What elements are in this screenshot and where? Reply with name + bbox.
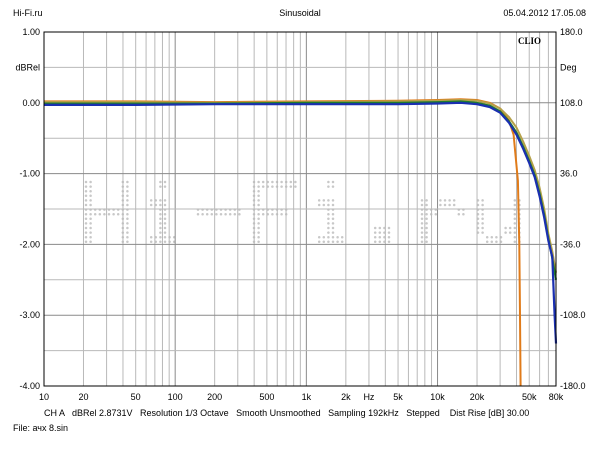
x-tick-label: 500 (259, 392, 274, 402)
y2-tick-label: -36.0 (560, 239, 581, 249)
x-tick-label: Hz (363, 392, 374, 402)
timestamp: 05.04.2012 17.05.08 (503, 8, 586, 18)
x-tick-label: 80k (549, 392, 564, 402)
x-tick-label: 5k (393, 392, 403, 402)
x-tick-label: 2k (341, 392, 351, 402)
y2-tick-label: 36.0 (560, 169, 578, 179)
x-tick-label: 200 (207, 392, 222, 402)
x-tick-label: 50 (131, 392, 141, 402)
x-tick-label: 100 (168, 392, 183, 402)
brand-logo: CLIO (518, 36, 541, 46)
y2-tick-label: -180.0 (560, 381, 586, 391)
chart-title: Sinusoidal (279, 8, 321, 18)
y-axis-label: dBRel (15, 62, 40, 72)
y-tick-label: 0.00 (22, 98, 40, 108)
y-tick-label: -4.00 (19, 381, 40, 391)
y-tick-label: -3.00 (19, 310, 40, 320)
y2-axis-label: Deg (560, 62, 577, 72)
watermark (84, 180, 521, 244)
x-tick-label: 50k (522, 392, 537, 402)
chart-series (44, 98, 558, 387)
y2-tick-label: 180.0 (560, 27, 583, 37)
axis-labels: 10 20 50 100 200 500 1k 2k Hz 5k 10k 20k 50k 80k 1.00 0… (15, 27, 585, 402)
x-tick-label: 10k (430, 392, 445, 402)
series-line-4 (44, 101, 558, 344)
y-tick-label: -1.00 (19, 169, 40, 179)
file-name: File: ачх 8.sin (13, 423, 69, 433)
y-tick-label: 1.00 (22, 27, 40, 37)
x-tick-label: 10 (39, 392, 49, 402)
y2-tick-label: -108.0 (560, 310, 586, 320)
site-name: Hi-Fi.ru (13, 8, 43, 18)
y2-tick-label: 108.0 (560, 98, 583, 108)
y-tick-label: -2.00 (19, 239, 40, 249)
x-tick-label: 20k (470, 392, 485, 402)
measurement-info: CH A dBRel 2.8731V Resolution 1/3 Octave… (44, 408, 530, 418)
x-tick-label: 1k (302, 392, 312, 402)
plot-frame (43, 31, 557, 387)
chart-grid (44, 32, 556, 386)
x-tick-label: 20 (78, 392, 88, 402)
series-line-1 (44, 98, 522, 387)
